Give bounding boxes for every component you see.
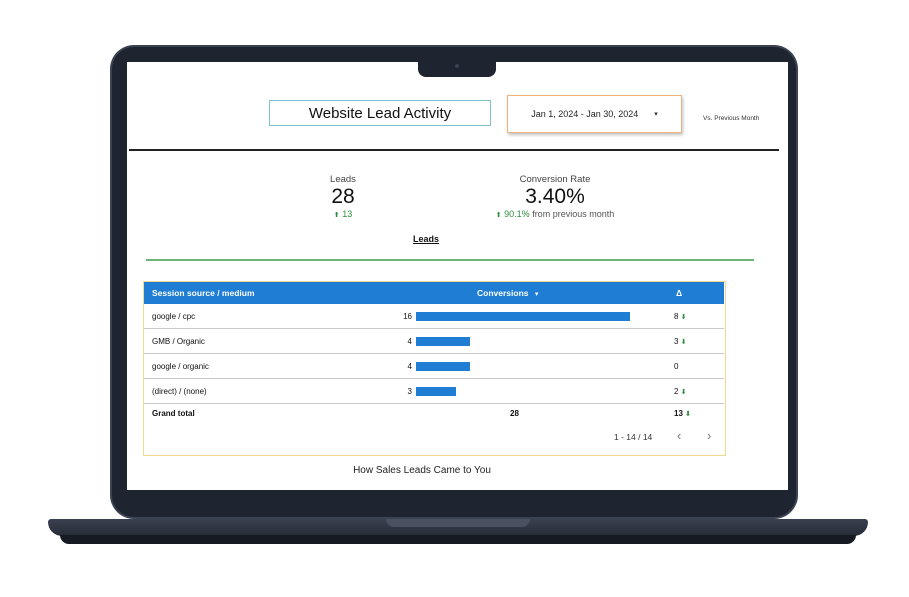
row-delta: 0 bbox=[674, 362, 678, 371]
table-row[interactable]: GMB / Organic 4 3 ⬇ bbox=[144, 329, 724, 354]
row-delta-value: 0 bbox=[674, 362, 679, 371]
report-title-text: Website Lead Activity bbox=[308, 104, 452, 122]
kpi-conversion-delta-value: 90.1% bbox=[504, 209, 530, 219]
date-range-value: Jan 1, 2024 - Jan 30, 2024 bbox=[531, 109, 639, 119]
date-range-picker[interactable]: Jan 1, 2024 - Jan 30, 2024 ▾ bbox=[507, 95, 682, 133]
laptop-base-groove bbox=[386, 519, 530, 527]
row-conversions: 16 bbox=[403, 312, 412, 321]
table-header: Session source / medium Conversions ▾ Δ bbox=[144, 282, 724, 304]
row-conversions: 4 bbox=[407, 337, 412, 346]
grand-total-delta-value: 13 bbox=[674, 409, 683, 418]
row-conversions-bar bbox=[416, 337, 470, 346]
row-source: google / cpc bbox=[152, 312, 196, 321]
kpi-leads-label: Leads bbox=[330, 174, 356, 185]
laptop-base bbox=[48, 519, 868, 536]
laptop-base-shadow bbox=[60, 535, 856, 544]
row-conversions: 3 bbox=[407, 387, 412, 396]
prev-page-button[interactable]: ‹ bbox=[677, 428, 682, 443]
grand-total-delta: 13 ⬇ bbox=[674, 409, 691, 418]
arrow-down-icon: ⬇ bbox=[685, 411, 692, 418]
sort-icon: ▾ bbox=[534, 291, 539, 298]
kpi-conversion-value: 3.40% bbox=[525, 185, 585, 208]
row-conversions-bar bbox=[416, 362, 470, 371]
kpi-conversion-label: Conversion Rate bbox=[519, 174, 591, 185]
arrow-up-icon: ⬆ bbox=[495, 212, 502, 219]
column-header-conversions[interactable]: Conversions ▾ bbox=[477, 288, 538, 298]
table-caption: How Sales Leads Came to You bbox=[353, 465, 491, 476]
section-divider bbox=[146, 259, 754, 261]
row-source: GMB / Organic bbox=[152, 337, 205, 346]
kpi-leads: Leads 28 ⬆ 13 bbox=[317, 174, 369, 219]
kpi-leads-delta-value: 13 bbox=[342, 209, 353, 219]
grand-total-label: Grand total bbox=[152, 409, 195, 418]
kpi-leads-delta: ⬆ 13 bbox=[317, 209, 369, 219]
row-conversions: 4 bbox=[407, 362, 412, 371]
table-row[interactable]: google / organic 4 0 bbox=[144, 354, 724, 379]
row-delta: 8 ⬇ bbox=[674, 312, 687, 321]
row-source: (direct) / (none) bbox=[152, 387, 207, 396]
row-delta-value: 2 bbox=[674, 387, 679, 396]
grand-total-conversions: 28 bbox=[510, 409, 519, 418]
arrow-down-icon: ⬇ bbox=[680, 314, 687, 321]
column-header-delta[interactable]: Δ bbox=[676, 288, 683, 298]
kpi-leads-value: 28 bbox=[331, 185, 355, 208]
camera-notch bbox=[418, 61, 496, 77]
pagination-range: 1 - 14 / 14 bbox=[614, 432, 653, 442]
column-header-conversions-label: Conversions bbox=[477, 288, 529, 298]
row-delta: 3 ⬇ bbox=[674, 337, 687, 346]
row-source: google / organic bbox=[152, 362, 209, 371]
header-divider bbox=[129, 149, 779, 151]
arrow-down-icon: ⬇ bbox=[680, 389, 687, 396]
comparison-label: Vs. Previous Month bbox=[703, 115, 760, 122]
table-row[interactable]: (direct) / (none) 3 2 ⬇ bbox=[144, 379, 724, 404]
row-delta: 2 ⬇ bbox=[674, 387, 687, 396]
table-row[interactable]: google / cpc 16 8 ⬇ bbox=[144, 304, 724, 329]
kpi-conversion-delta: ⬆ 90.1% from previous month bbox=[475, 209, 635, 219]
section-title-leads[interactable]: Leads bbox=[413, 234, 440, 244]
next-page-button[interactable]: › bbox=[707, 428, 712, 443]
camera-icon bbox=[455, 64, 459, 68]
row-conversions-bar bbox=[416, 312, 630, 321]
arrow-up-icon: ⬆ bbox=[333, 212, 340, 219]
row-conversions-bar bbox=[416, 387, 457, 396]
grand-total-row: Grand total 28 13 ⬇ bbox=[144, 405, 724, 425]
arrow-down-icon: ⬇ bbox=[680, 339, 687, 346]
kpi-conversion-rate: Conversion Rate 3.40% ⬆ 90.1% from previ… bbox=[475, 174, 635, 219]
column-header-source[interactable]: Session source / medium bbox=[152, 288, 255, 298]
row-delta-value: 8 bbox=[674, 312, 679, 321]
chevron-down-icon: ▾ bbox=[654, 111, 658, 118]
report-title: Website Lead Activity bbox=[269, 100, 491, 126]
laptop-screen: Website Lead Activity Jan 1, 2024 - Jan … bbox=[127, 62, 788, 490]
kpi-conversion-delta-suffix: from previous month bbox=[532, 209, 615, 219]
row-delta-value: 3 bbox=[674, 337, 679, 346]
conversions-table: Session source / medium Conversions ▾ Δ … bbox=[143, 281, 726, 456]
